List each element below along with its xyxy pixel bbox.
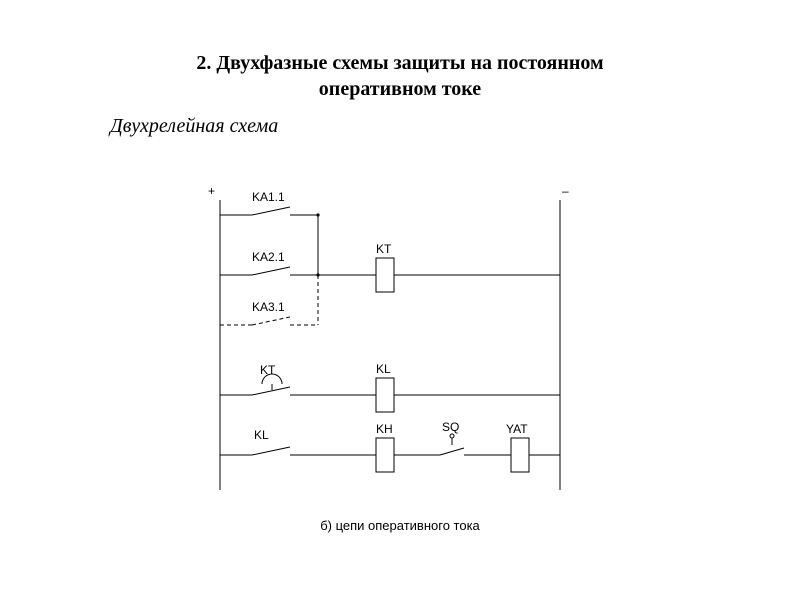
row-ka3: KA3.1 bbox=[220, 275, 318, 325]
title-line-1: 2. Двухфазные схемы защиты на постоянном bbox=[196, 52, 603, 74]
yat-coil bbox=[511, 438, 529, 472]
yat-label: YAT bbox=[506, 422, 528, 436]
row-ka2: KA2.1 KT bbox=[220, 242, 560, 292]
row-ka1: KA1.1 bbox=[220, 190, 320, 216]
plus-label: + bbox=[208, 184, 215, 198]
ka21-label: KA2.1 bbox=[252, 250, 285, 264]
title-line-2: оперативном токе bbox=[319, 78, 481, 100]
ladder-diagram: + – KA1.1 KA2.1 bbox=[190, 170, 610, 550]
page: 2. Двухфазные схемы защиты на постоянном… bbox=[0, 0, 800, 600]
kl-coil bbox=[376, 378, 394, 412]
kh-coil bbox=[376, 438, 394, 472]
page-subtitle: Двухрелейная схема bbox=[110, 115, 278, 138]
ka31-label: KA3.1 bbox=[252, 300, 285, 314]
diagram-caption: б) цепи оперативного тока bbox=[320, 518, 480, 533]
circuit-svg: + – KA1.1 KA2.1 bbox=[190, 170, 610, 550]
row-kl: KL KH SQ YAT bbox=[220, 420, 560, 472]
minus-label: – bbox=[562, 184, 569, 198]
kt-coil-label: KT bbox=[376, 242, 392, 256]
sq-label: SQ bbox=[442, 420, 459, 434]
kt-coil bbox=[376, 258, 394, 292]
kl-contact-label: KL bbox=[254, 428, 269, 442]
ka11-label: KA1.1 bbox=[252, 190, 285, 204]
kl-coil-label: KL bbox=[376, 362, 391, 376]
kt-contact-label: KT bbox=[260, 363, 276, 377]
page-title: 2. Двухфазные схемы защиты на постоянном… bbox=[0, 50, 800, 102]
kh-label: KH bbox=[376, 422, 393, 436]
row-kt: KT KL bbox=[220, 362, 560, 412]
